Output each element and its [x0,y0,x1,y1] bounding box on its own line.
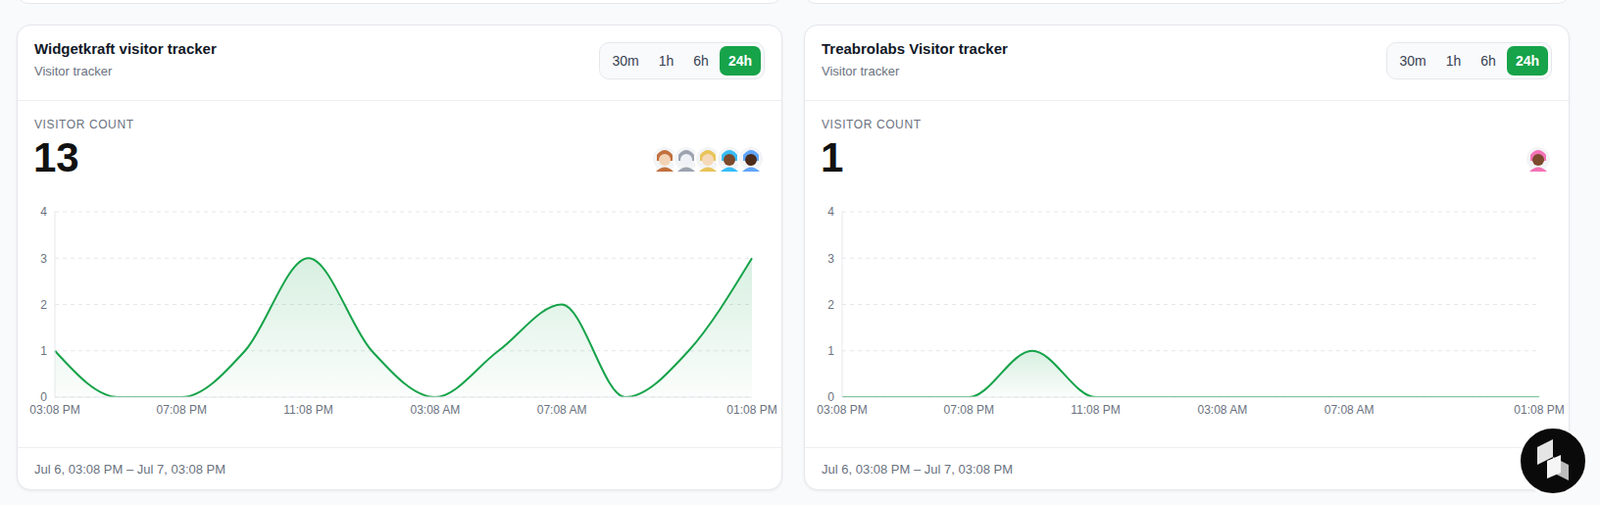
html-text:6h: 6h [1480,52,1496,69]
svg-text:11:08 PM: 11:08 PM [283,402,333,417]
svg-text:3: 3 [40,251,48,266]
svg-text:4: 4 [827,204,835,219]
html-text:1h: 1h [1445,52,1462,69]
html-text:VISITOR COUNT: VISITOR COUNT [34,117,134,132]
svg-text:0: 0 [40,390,48,404]
svg-text:07:08 PM: 07:08 PM [944,402,995,417]
html-text:Jul 6, 03:08 PM – Jul 7, 03:08: Jul 6, 03:08 PM – Jul 7, 03:08 PM [821,461,1013,477]
html-text:Treabrolabs Visitor tracker: Treabrolabs Visitor tracker [821,40,1008,57]
html-text:Widgetkraft visitor tracker: Widgetkraft visitor tracker [34,40,217,57]
svg-text:03:08 PM: 03:08 PM [29,402,80,417]
svg-text:4: 4 [40,204,48,219]
svg-text:03:08 PM: 03:08 PM [816,402,867,417]
svg-text:03:08 AM: 03:08 AM [409,402,460,417]
svg-text:2: 2 [40,298,48,312]
html-text:1h: 1h [658,52,674,69]
svg-text:2: 2 [827,298,835,312]
html-text:Visitor tracker: Visitor tracker [821,63,900,79]
svg-text:01:08 PM: 01:08 PM [1513,402,1564,417]
html-text:30m: 30m [1399,52,1427,69]
svg-text:1: 1 [40,344,48,358]
svg-text:03:08 AM: 03:08 AM [1197,402,1248,417]
html-text:24h: 24h [1515,52,1540,69]
html-text:Visitor tracker: Visitor tracker [34,63,112,79]
html-text:VISITOR COUNT: VISITOR COUNT [821,117,922,132]
svg-text:0: 0 [827,390,835,404]
html-text:24h: 24h [728,52,752,69]
svg-text:01:08 PM: 01:08 PM [726,402,777,417]
svg-text:3: 3 [827,251,835,266]
svg-text:11:08 PM: 11:08 PM [1070,402,1120,417]
svg-text:07:08 AM: 07:08 AM [537,402,588,417]
html-text:30m: 30m [612,52,639,69]
html-text:13: 13 [33,134,80,181]
html-text:6h: 6h [693,52,709,69]
svg-text:07:08 PM: 07:08 PM [156,402,207,417]
svg-text:1: 1 [827,344,835,358]
html-text:1: 1 [820,134,844,181]
html-text:Jul 6, 03:08 PM – Jul 7, 03:08: Jul 6, 03:08 PM – Jul 7, 03:08 PM [34,461,226,477]
svg-text:07:08 AM: 07:08 AM [1324,402,1375,417]
